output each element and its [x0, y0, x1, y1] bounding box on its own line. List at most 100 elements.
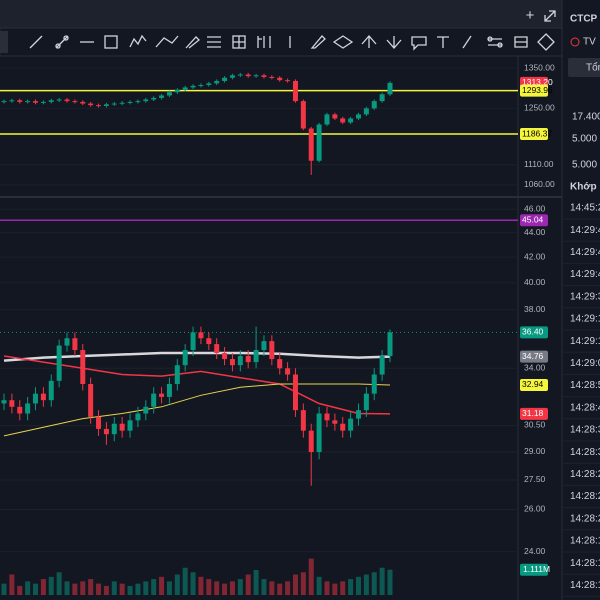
candle-body [340, 423, 346, 431]
candle-body [96, 105, 102, 107]
candle-body [103, 104, 109, 106]
candle-body [56, 345, 62, 381]
candle-body [1, 400, 7, 404]
candle-body [245, 74, 251, 77]
candle-body [33, 393, 39, 404]
candle-body [292, 374, 298, 411]
volume-bar [198, 576, 204, 595]
candle-body [48, 100, 54, 102]
candle-body [190, 332, 196, 351]
candle-body [300, 410, 306, 431]
candle-body [40, 101, 46, 103]
trade-time: 14:28:1 [570, 580, 600, 591]
price-label: 1313.20 [522, 77, 553, 87]
volume-bar [103, 585, 109, 595]
volume-bar [245, 574, 251, 595]
volume-bar [88, 579, 94, 595]
expand-button[interactable] [544, 10, 556, 22]
price-label: 34.76 [522, 351, 544, 361]
source: TV [583, 37, 596, 48]
trade-time: 14:28:2 [570, 513, 600, 524]
candle-body [261, 75, 267, 77]
candle-body [332, 114, 338, 119]
volume-bar [182, 567, 188, 595]
candle-body [371, 101, 377, 109]
candle-body [308, 430, 314, 452]
y-tick-label: 44.00 [524, 227, 546, 237]
y-tick-label: 1060.00 [524, 179, 555, 189]
candle-body [182, 87, 188, 90]
moving-average [3, 383, 391, 437]
trade-time: 14:28:4 [570, 402, 600, 413]
y-tick-label: 30.50 [524, 420, 546, 430]
candle-body [174, 89, 180, 93]
y-tick-label: 40.00 [524, 277, 546, 287]
volume-bar [166, 581, 172, 595]
volume-bar [33, 583, 39, 595]
candle-body [103, 428, 109, 435]
candle-body [355, 410, 361, 419]
candle-body [253, 75, 259, 77]
candle-body [64, 99, 70, 102]
volume-bar [379, 567, 385, 595]
trade-time: 14:29:3 [570, 291, 600, 302]
volume-bar [222, 583, 228, 595]
candle-body [64, 338, 70, 346]
trade-time: 14:28:3 [570, 425, 600, 436]
y-tick-label: 24.00 [524, 546, 546, 556]
candle-body [190, 85, 196, 88]
tab-button[interactable] [568, 58, 600, 77]
volume-bar [348, 579, 354, 595]
candle-body [111, 103, 117, 105]
trade-time: 14:29:4 [570, 269, 600, 280]
trade-time: 14:28:2 [570, 491, 600, 502]
candle-body [151, 393, 157, 407]
candle-body [159, 95, 165, 98]
price-label: 32.94 [522, 379, 544, 389]
price-label-box [520, 84, 548, 97]
price-label-box [520, 407, 548, 420]
candle-body [214, 344, 220, 354]
volume-bar [308, 558, 314, 595]
stat-value: 5.000 [572, 160, 597, 171]
volume-bar [9, 574, 15, 595]
candle-body [348, 118, 354, 123]
moving-average [3, 355, 391, 415]
price-label-box [520, 128, 548, 141]
candle-body [159, 393, 165, 397]
volume-bar [363, 574, 369, 595]
trades-header: Khớp [570, 182, 597, 193]
price-label-box [520, 378, 548, 391]
candle-body [182, 350, 188, 366]
y-tick-label: 42.00 [524, 251, 546, 261]
volume-bar [332, 583, 338, 595]
price-label: 31.18 [522, 408, 544, 418]
candle-body [166, 92, 172, 96]
y-tick-label: 1110.00 [524, 159, 554, 169]
tool-icons[interactable] [29, 33, 555, 51]
candle-body [72, 338, 78, 351]
candle-body [379, 356, 385, 375]
volume-bar [269, 581, 275, 595]
candle-body [25, 101, 31, 103]
candle-body [340, 118, 346, 123]
trade-time: 14:45:2 [570, 203, 600, 214]
candle-body [33, 101, 39, 103]
candle-body [198, 332, 204, 339]
candle-body [379, 94, 385, 102]
y-tick-label: 34.00 [524, 363, 546, 373]
y-tick-label: 29.00 [524, 446, 546, 456]
candle-body [56, 99, 62, 101]
moving-average [3, 351, 391, 362]
candle-body [214, 80, 220, 84]
add-button[interactable]: + [526, 7, 535, 24]
side-panel [562, 0, 600, 600]
tab-button-label[interactable]: Tổn [586, 62, 600, 74]
candle-body [277, 359, 283, 369]
candle-body [285, 368, 291, 375]
candle-body [9, 400, 15, 407]
candle-body [1, 101, 7, 103]
volume-bar [119, 583, 125, 595]
y-tick-label: 38.00 [524, 304, 546, 314]
volume-bar [190, 572, 196, 595]
